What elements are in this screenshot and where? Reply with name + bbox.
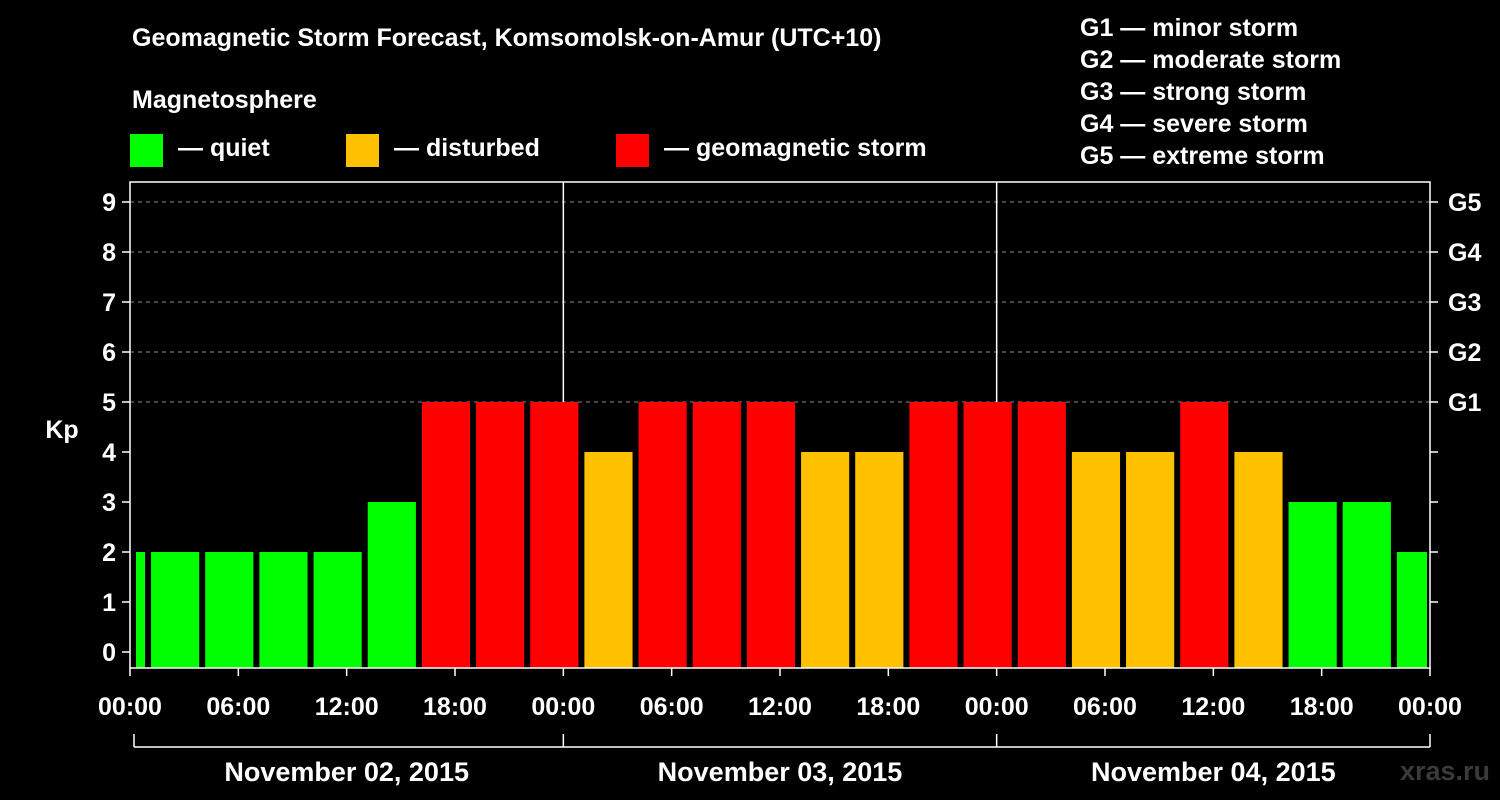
legend-swatch-disturbed — [346, 134, 379, 167]
bar-5 — [367, 502, 416, 668]
y-tick-label-1: 1 — [102, 589, 116, 617]
right-tick-label-g1: G1 — [1448, 389, 1481, 417]
g-scale-g1: G1 — minor storm — [1080, 14, 1299, 42]
legend-label-storm: — geomagnetic storm — [664, 134, 927, 162]
x-tick-label-11: 18:00 — [1290, 693, 1354, 721]
bar-12 — [746, 402, 796, 668]
bar-7 — [476, 402, 525, 668]
bar-24 — [1396, 552, 1427, 668]
x-tick-label-7: 18:00 — [856, 693, 920, 721]
g-scale-g3: G3 — strong storm — [1080, 78, 1307, 106]
bar-9 — [584, 452, 633, 668]
bar-3 — [259, 552, 308, 668]
y-axis-label: Kp — [45, 416, 78, 444]
bar-8 — [530, 402, 579, 668]
y-tick-label-7: 7 — [102, 289, 116, 317]
right-tick-label-g3: G3 — [1448, 289, 1481, 317]
bar-11 — [692, 402, 741, 668]
bar-18 — [1071, 452, 1121, 668]
x-tick-label-3: 18:00 — [423, 693, 487, 721]
bar-21 — [1234, 452, 1283, 668]
bar-14 — [855, 452, 904, 668]
bar-10 — [638, 402, 687, 668]
right-tick-label-g2: G2 — [1448, 339, 1481, 367]
chart-title: Geomagnetic Storm Forecast, Komsomolsk-o… — [132, 24, 882, 52]
bar-13 — [801, 452, 850, 668]
day-label-1: November 03, 2015 — [658, 757, 903, 787]
bar-2 — [205, 552, 254, 668]
legend-swatch-storm — [616, 134, 649, 167]
bar-19 — [1126, 452, 1175, 668]
x-tick-label-9: 06:00 — [1073, 693, 1137, 721]
g-scale-g5: G5 — extreme storm — [1080, 142, 1325, 170]
y-tick-label-8: 8 — [102, 239, 116, 267]
day-label-0: November 02, 2015 — [224, 757, 469, 787]
x-tick-label-8: 00:00 — [965, 693, 1029, 721]
bar-6 — [421, 402, 471, 668]
y-tick-label-2: 2 — [102, 539, 116, 567]
bar-0 — [136, 552, 146, 668]
x-tick-label-10: 12:00 — [1181, 693, 1245, 721]
x-tick-label-6: 12:00 — [748, 693, 812, 721]
y-tick-label-0: 0 — [102, 639, 116, 667]
x-tick-label-12: 00:00 — [1398, 693, 1462, 721]
right-tick-label-g4: G4 — [1448, 239, 1481, 267]
bar-1 — [151, 552, 200, 668]
right-tick-label-g5: G5 — [1448, 189, 1481, 217]
y-tick-label-9: 9 — [102, 189, 116, 217]
legend-swatch-quiet — [130, 134, 163, 167]
legend-label-quiet: — quiet — [178, 134, 270, 162]
y-tick-label-5: 5 — [102, 389, 116, 417]
x-tick-label-5: 06:00 — [640, 693, 704, 721]
bar-16 — [963, 402, 1012, 668]
bar-15 — [909, 402, 958, 668]
y-tick-label-3: 3 — [102, 489, 116, 517]
section-label: Magnetosphere — [132, 86, 317, 114]
day-label-2: November 04, 2015 — [1091, 757, 1336, 787]
y-tick-label-6: 6 — [102, 339, 116, 367]
x-tick-label-0: 00:00 — [98, 693, 162, 721]
bar-23 — [1342, 502, 1391, 668]
g-scale-g2: G2 — moderate storm — [1080, 46, 1342, 74]
x-tick-label-2: 12:00 — [315, 693, 379, 721]
bar-22 — [1288, 502, 1337, 668]
g-scale-g4: G4 — severe storm — [1080, 110, 1308, 138]
bar-20 — [1180, 402, 1229, 668]
legend-label-disturbed: — disturbed — [394, 134, 540, 162]
x-tick-label-4: 00:00 — [531, 693, 595, 721]
x-tick-label-1: 06:00 — [206, 693, 270, 721]
bar-4 — [313, 552, 362, 668]
bar-17 — [1017, 402, 1066, 668]
watermark: xras.ru — [1399, 756, 1490, 786]
y-tick-label-4: 4 — [102, 439, 116, 467]
